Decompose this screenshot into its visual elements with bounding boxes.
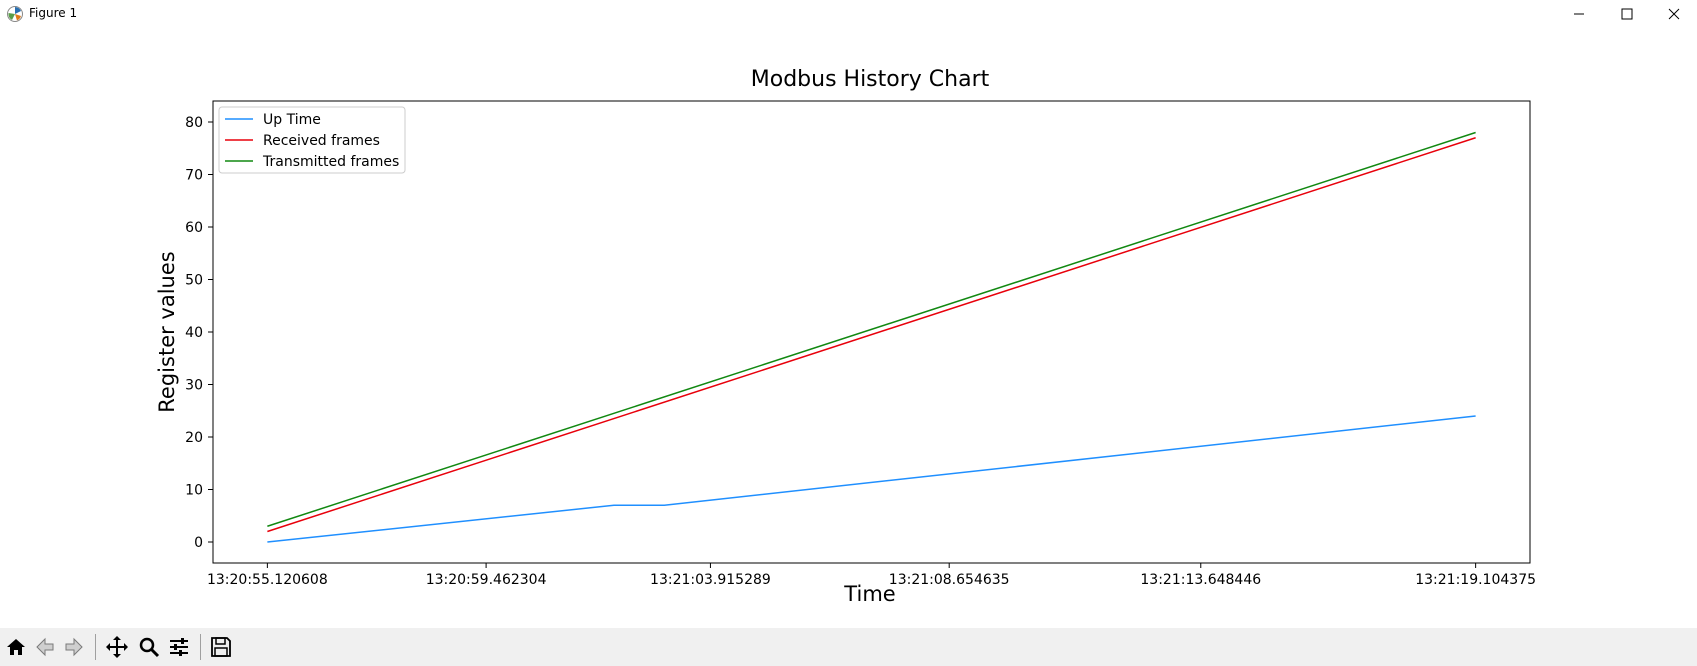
- series-line-up-time: [267, 415, 1476, 543]
- x-tick-label: 13:21:19.104375: [1415, 572, 1536, 588]
- axis-ticks: 0 10 20 30 40 50 60 70 80 13:20:55.120608 13:20:59…: [185, 115, 1536, 588]
- y-tick-label: 40: [185, 325, 203, 341]
- zoom-icon: [139, 637, 160, 658]
- y-tick-label: 80: [185, 115, 203, 131]
- x-tick-label: 13:21:13.648446: [1140, 572, 1261, 588]
- toolbar-separator: [95, 634, 96, 660]
- save-button[interactable]: [208, 634, 234, 660]
- legend-label-transmitted-frames: Transmitted frames: [262, 154, 399, 170]
- y-tick-label: 70: [185, 168, 203, 184]
- y-tick-label: 20: [185, 430, 203, 446]
- pan-button[interactable]: [104, 634, 130, 660]
- home-button[interactable]: [3, 634, 29, 660]
- forward-arrow-icon: [65, 637, 83, 657]
- home-icon: [7, 639, 25, 655]
- pan-icon: [106, 636, 128, 658]
- x-tick-label: 13:20:55.120608: [207, 572, 328, 588]
- zoom-button[interactable]: [136, 634, 162, 660]
- x-axis-label: Time: [843, 582, 895, 606]
- configure-subplots-button[interactable]: [166, 634, 192, 660]
- y-tick-label: 10: [185, 483, 203, 499]
- maximize-icon: [1621, 8, 1633, 20]
- toolbar-separator: [200, 634, 201, 660]
- window-title: Figure 1: [29, 6, 78, 20]
- window-titlebar: Figure 1: [0, 0, 1697, 28]
- x-tick-label: 13:21:08.654635: [889, 572, 1010, 588]
- back-arrow-icon: [36, 637, 54, 657]
- y-tick-label: 50: [185, 273, 203, 289]
- plot-area: [212, 100, 1531, 564]
- back-button[interactable]: [32, 634, 58, 660]
- legend: Up Time Received frames Transmitted frames: [218, 106, 406, 174]
- chart-figure: Modbus History Chart Register values Tim…: [155, 67, 1536, 606]
- x-tick-label: 13:20:59.462304: [426, 572, 547, 588]
- y-tick-label: 30: [185, 378, 203, 394]
- legend-label-received-frames: Received frames: [263, 133, 380, 149]
- y-tick-label: 0: [194, 535, 203, 551]
- y-tick-label: 60: [185, 220, 203, 236]
- close-button[interactable]: [1651, 0, 1697, 28]
- configure-subplots-icon: [170, 638, 188, 656]
- chart-title: Modbus History Chart: [751, 67, 990, 92]
- legend-label-up-time: Up Time: [263, 112, 321, 128]
- maximize-button[interactable]: [1604, 0, 1650, 28]
- navigation-toolbar: [0, 628, 1697, 666]
- legend-box: [218, 106, 406, 174]
- plot-lines: [267, 131, 1476, 543]
- matplotlib-logo-icon: [7, 6, 23, 22]
- x-tick-label: 13:21:03.915289: [650, 572, 771, 588]
- y-axis-label: Register values: [155, 251, 179, 412]
- series-line-transmitted-frames: [267, 131, 1476, 527]
- minimize-icon: [1574, 13, 1584, 15]
- close-icon: [1668, 8, 1680, 20]
- minimize-button[interactable]: [1556, 0, 1602, 28]
- forward-button[interactable]: [61, 634, 87, 660]
- save-icon: [211, 637, 231, 657]
- series-line-received-frames: [267, 137, 1476, 533]
